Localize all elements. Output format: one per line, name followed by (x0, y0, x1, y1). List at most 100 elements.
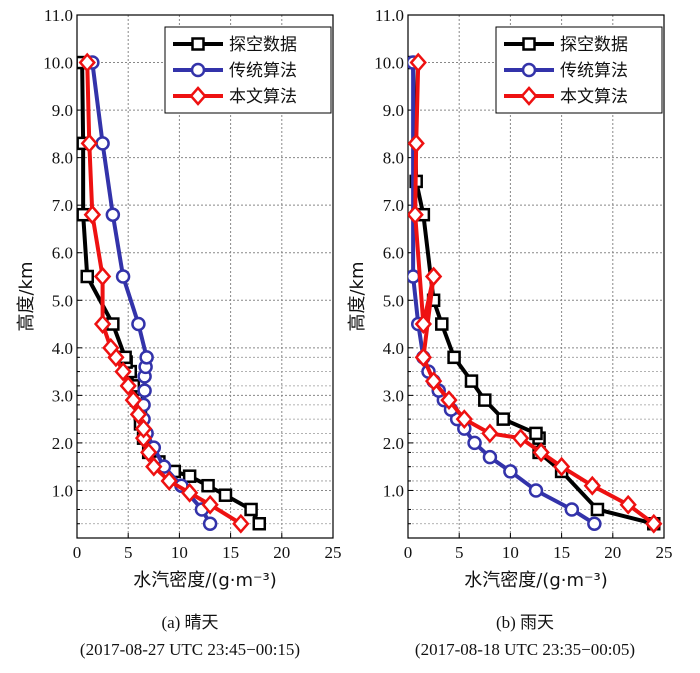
y-tick-label: 5.0 (52, 291, 73, 310)
data-point (140, 442, 158, 463)
data-point (83, 204, 102, 225)
x-tick-label: 15 (222, 543, 239, 562)
series-line (85, 62, 242, 526)
data-point (124, 390, 142, 411)
data-point (481, 423, 499, 444)
data-point (503, 464, 518, 479)
data-point (129, 404, 148, 425)
legend-marker (522, 37, 536, 51)
x-tick-label: 5 (124, 543, 133, 562)
series-line (413, 62, 655, 526)
x-tick-label: 15 (553, 543, 570, 562)
data-point (201, 478, 215, 493)
data-point (182, 469, 197, 483)
data-point (408, 204, 424, 225)
data-point (496, 412, 510, 426)
data-point (114, 361, 132, 382)
series-circle (408, 55, 602, 531)
data-point (95, 136, 110, 151)
data-point (180, 482, 199, 503)
legend-label: 本文算法 (560, 87, 628, 107)
y-tick-label: 2.0 (383, 434, 404, 453)
time-a: (2017-08-27 UTC 23:45−00:15) (79, 640, 301, 659)
data-point (115, 269, 131, 284)
data-point (102, 337, 120, 358)
data-point (139, 350, 154, 365)
data-point (583, 475, 601, 496)
data-point (131, 316, 146, 332)
x-tick-label: 10 (502, 543, 519, 562)
legend-label: 探空数据 (229, 35, 297, 55)
x-tick-label: 25 (656, 543, 673, 562)
data-point (645, 513, 663, 534)
data-point (424, 371, 443, 391)
figure: 0 5 10 15 20 25 1.0 2.0 3.0 4.0 5.0 6.0 7.0 8.0 9.0 10.… (16, 6, 673, 591)
y-tick-label: 4.0 (383, 339, 404, 358)
legend-label: 传统算法 (560, 61, 628, 81)
data-point (80, 269, 94, 284)
y-tick-label: 7.0 (383, 196, 404, 215)
data-point (619, 494, 637, 515)
y-tick-label: 1.0 (52, 481, 73, 500)
data-point (414, 347, 433, 368)
data-point (414, 314, 433, 334)
y-axis-label: 高度/km (347, 261, 368, 331)
data-point (78, 52, 96, 73)
legend-label: 传统算法 (229, 61, 297, 81)
series-square (77, 55, 267, 531)
data-point (528, 483, 544, 498)
series-diamond (408, 52, 663, 534)
data-point (552, 456, 571, 477)
x-tick-label: 25 (325, 543, 342, 562)
caption-b: (b) 雨天 (495, 613, 555, 632)
legend-marker (520, 86, 538, 106)
data-point (587, 516, 602, 531)
y-tick-label: 4.0 (52, 339, 73, 358)
y-tick-label: 10.0 (374, 54, 404, 73)
data-point (482, 449, 498, 465)
y-tick-label: 9.0 (52, 101, 73, 120)
data-point (105, 207, 121, 222)
data-point (424, 266, 443, 287)
data-point (464, 374, 479, 388)
data-point (160, 471, 178, 491)
y-tick-label: 6.0 (52, 244, 73, 263)
data-point (119, 375, 137, 396)
data-point (564, 502, 580, 517)
y-tick-label: 8.0 (383, 149, 404, 168)
data-point (137, 383, 152, 398)
data-point (447, 350, 461, 365)
x-tick-label: 10 (171, 543, 188, 562)
data-point (232, 513, 250, 534)
legend-marker (190, 62, 206, 78)
data-point (408, 133, 425, 154)
data-point (440, 390, 458, 411)
y-tick-label: 11.0 (375, 6, 404, 25)
legend-label: 本文算法 (229, 87, 297, 107)
data-point (145, 456, 163, 477)
data-point (202, 516, 218, 531)
data-point (201, 494, 219, 515)
data-point (244, 502, 258, 517)
legend-marker (521, 62, 537, 78)
y-tick-label: 3.0 (52, 386, 73, 405)
y-tick-label: 11.0 (44, 6, 73, 25)
data-point (532, 442, 550, 463)
data-point (80, 133, 98, 154)
chart-panel-a: 0 5 10 15 20 25 1.0 2.0 3.0 4.0 5.0 6.0 7.0 8.0 9.0 10.… (16, 6, 342, 591)
x-tick-label: 20 (273, 543, 290, 562)
x-tick-label: 20 (604, 543, 621, 562)
y-tick-label: 10.0 (43, 54, 73, 73)
y-tick-label: 1.0 (383, 481, 404, 500)
y-tick-label: 5.0 (383, 291, 404, 310)
y-axis-label: 高度/km (16, 261, 37, 331)
data-point (408, 269, 421, 284)
x-axis-label: 水汽密度/(g·m⁻³) (133, 570, 277, 591)
grid-a (77, 15, 333, 538)
series-line (80, 62, 262, 525)
x-tick-label: 0 (73, 543, 82, 562)
x-axis-label: 水汽密度/(g·m⁻³) (464, 570, 608, 591)
legend-label: 探空数据 (560, 35, 628, 55)
